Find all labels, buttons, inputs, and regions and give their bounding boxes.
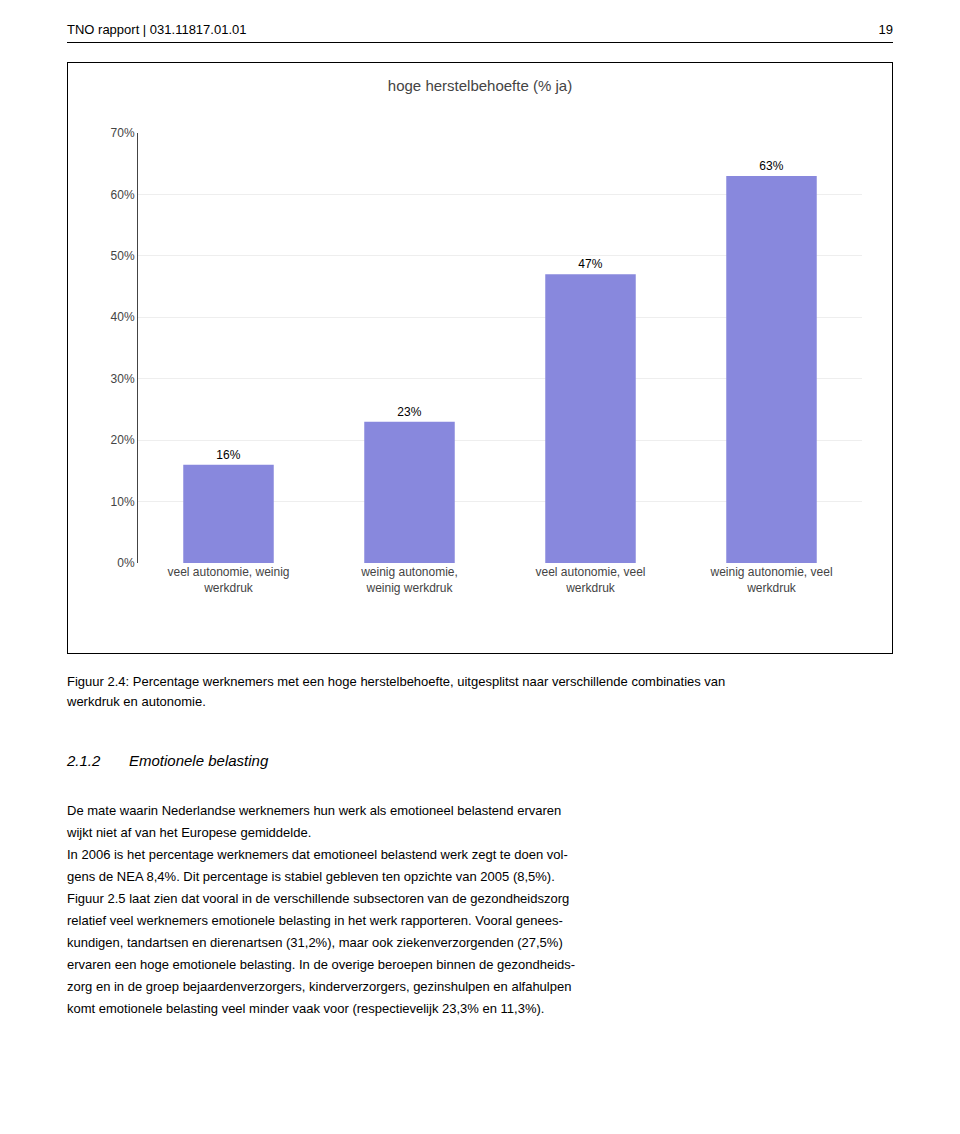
html-text:komt emotionele belasting veel: komt emotionele belasting veel minder va… xyxy=(67,1001,545,1016)
html-text:De mate waarin Nederlandse wer: De mate waarin Nederlandse werknemers hu… xyxy=(67,803,562,818)
svg-text:50%: 50% xyxy=(111,249,135,263)
html-text:ervaren een hoge emotionele be: ervaren een hoge emotionele belasting. I… xyxy=(67,957,576,972)
svg-text:10%: 10% xyxy=(111,495,135,509)
svg-text:16%: 16% xyxy=(216,448,240,462)
svg-text:weinig autonomie, veelwerkdruk: weinig autonomie, veelwerkdruk xyxy=(709,565,832,595)
html-text:Figuur 2.4: Percentage werknem: Figuur 2.4: Percentage werknemers met ee… xyxy=(67,674,726,689)
svg-text:veel autonomie, weinigwerkdruk: veel autonomie, weinigwerkdruk xyxy=(167,565,289,595)
html-text:gens de NEA 8,4%. Dit percenta: gens de NEA 8,4%. Dit percentage is stab… xyxy=(67,869,555,884)
html-text:TNO rapport | 031.11817.01.01: TNO rapport | 031.11817.01.01 xyxy=(67,22,247,37)
html-text:19: 19 xyxy=(878,22,893,37)
svg-text:veel autonomie, veelwerkdruk: veel autonomie, veelwerkdruk xyxy=(535,565,645,595)
html-text:relatief veel werknemers emoti: relatief veel werknemers emotionele bela… xyxy=(67,913,563,928)
html-text:In 2006 is het percentage werk: In 2006 is het percentage werknemers dat… xyxy=(67,847,568,862)
html-text:zorg en in de groep bejaardenv: zorg en in de groep bejaardenverzorgers,… xyxy=(67,979,572,994)
html-text:2.1.2: 2.1.2 xyxy=(67,752,101,769)
html-text:werkdruk en autonomie.: werkdruk en autonomie. xyxy=(67,694,206,709)
svg-text:0%: 0% xyxy=(117,556,135,570)
html-text:kundigen, tandartsen en dieren: kundigen, tandartsen en dierenartsen (31… xyxy=(67,935,563,950)
svg-text:60%: 60% xyxy=(111,188,135,202)
svg-text:hoge herstelbehoefte (% ja): hoge herstelbehoefte (% ja) xyxy=(388,77,572,94)
svg-text:40%: 40% xyxy=(111,310,135,324)
html-text:Emotionele belasting: Emotionele belasting xyxy=(129,752,269,769)
svg-text:70%: 70% xyxy=(111,126,135,140)
svg-text:63%: 63% xyxy=(759,159,783,173)
svg-text:20%: 20% xyxy=(111,433,135,447)
svg-text:30%: 30% xyxy=(111,372,135,386)
html-text:wijkt niet af van het Europese: wijkt niet af van het Europese gemiddeld… xyxy=(67,825,312,840)
svg-text:23%: 23% xyxy=(397,405,421,419)
svg-text:weinig autonomie,weinig werkdr: weinig autonomie,weinig werkdruk xyxy=(360,565,458,595)
svg-text:47%: 47% xyxy=(578,257,602,271)
html-text:Figuur 2.5 laat zien dat voora: Figuur 2.5 laat zien dat vooral in de ve… xyxy=(67,891,570,906)
